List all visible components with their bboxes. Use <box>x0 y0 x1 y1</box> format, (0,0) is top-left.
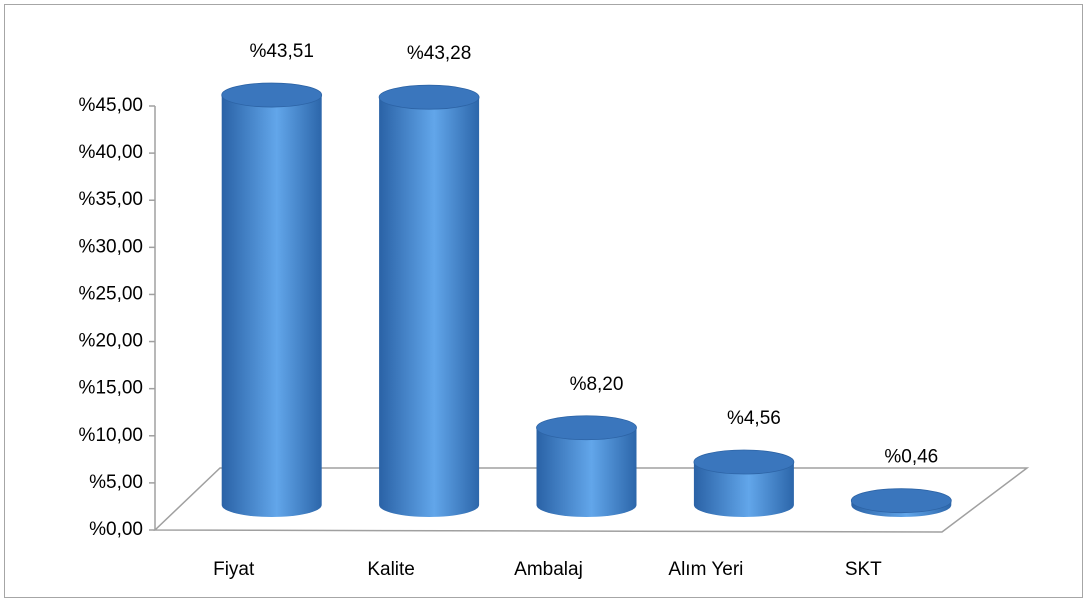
cylinder-top <box>378 84 480 110</box>
cylinder-body <box>536 427 637 517</box>
y-tick-label: %25,00 <box>79 283 143 304</box>
cylinder-body <box>379 97 480 517</box>
y-tick-label: %35,00 <box>79 189 143 210</box>
y-tick-label: %20,00 <box>79 331 143 352</box>
data-label: %43,51 <box>249 41 313 62</box>
y-tick-label: %40,00 <box>79 142 143 163</box>
data-label: %43,28 <box>407 43 471 64</box>
x-tick-label: SKT <box>845 559 882 580</box>
y-tick-label: %30,00 <box>79 236 143 257</box>
x-tick-label: Alım Yeri <box>668 559 743 580</box>
y-tick-label: %0,00 <box>89 519 143 540</box>
cylinder-top <box>850 488 952 514</box>
data-label: %0,46 <box>884 447 938 468</box>
cylinder-top <box>693 449 795 475</box>
y-tick-label: %5,00 <box>89 472 143 493</box>
y-tick-label: %45,00 <box>79 95 143 116</box>
data-label: %4,56 <box>727 408 781 429</box>
cylinder-body <box>693 462 794 517</box>
y-tick-label: %15,00 <box>79 378 143 399</box>
cylinder-top <box>536 415 637 441</box>
data-label: %8,20 <box>570 374 624 395</box>
x-tick-label: Kalite <box>367 559 415 580</box>
cylinder-top <box>221 82 323 108</box>
y-tick-label: %10,00 <box>79 425 143 446</box>
x-tick-label: Ambalaj <box>514 559 583 580</box>
floor <box>153 467 1030 533</box>
cylinder-body <box>221 95 322 517</box>
x-tick-label: Fiyat <box>213 559 255 580</box>
